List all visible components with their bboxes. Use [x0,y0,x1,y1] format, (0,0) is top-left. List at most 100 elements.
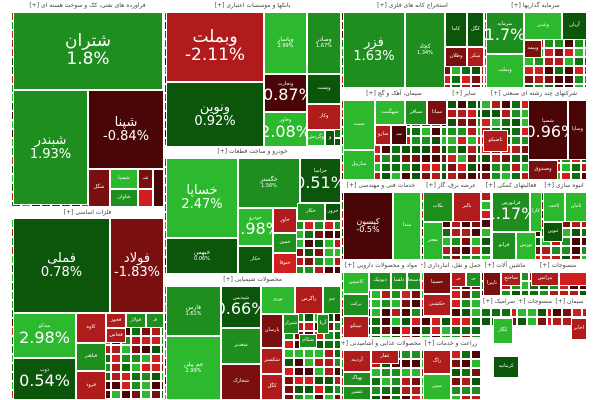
stock-tile[interactable]: نوری [261,286,295,314]
stock-tile-minor[interactable] [381,377,391,386]
stock-tile[interactable]: خزور [325,203,341,221]
stock-tile[interactable]: وغدیر [524,12,562,40]
stock-tile-minor[interactable] [561,172,571,180]
stock-tile-minor[interactable] [447,145,457,154]
stock-tile-minor[interactable] [527,308,537,317]
stock-tile-minor[interactable] [574,66,584,75]
stock-tile-minor[interactable] [451,66,461,75]
stock-tile-minor[interactable] [564,39,574,48]
stock-tile-minor[interactable] [471,308,481,317]
stock-tile-minor[interactable] [334,322,341,331]
stock-tile[interactable]: وبیمه [524,40,542,58]
stock-tile-minor[interactable] [471,75,481,84]
stock-tile-minor[interactable] [304,248,314,257]
stock-tile[interactable]: تاصیکو [483,130,508,152]
stock-tile-minor[interactable] [411,377,421,386]
stock-tile-minor[interactable] [304,313,314,322]
stock-tile-minor[interactable] [314,367,324,376]
stock-tile[interactable]: بکاب [423,192,453,222]
stock-tile-minor[interactable] [304,230,314,239]
stock-tile-minor[interactable] [481,219,491,228]
stock-tile-minor[interactable] [371,290,381,299]
stock-tile-minor[interactable] [391,377,401,386]
stock-tile-minor[interactable] [564,84,574,88]
stock-tile-minor[interactable] [401,377,411,386]
stock-tile-minor[interactable] [314,349,324,358]
stock-tile[interactable]: بفجر [423,222,443,260]
stock-tile[interactable]: فخوز [106,313,126,328]
stock-tile-minor[interactable] [324,376,334,385]
stock-tile-minor[interactable] [401,299,411,308]
stock-tile[interactable]: شسپا [110,169,138,189]
stock-tile[interactable]: شتران 1.8% [13,12,163,90]
stock-tile-minor[interactable] [371,317,381,326]
stock-tile-minor[interactable] [554,75,564,84]
stock-tile-minor[interactable] [411,326,421,335]
stock-tile-minor[interactable] [304,221,314,230]
stock-tile-minor[interactable] [579,290,587,296]
stock-tile-minor[interactable] [471,377,481,386]
stock-tile-minor[interactable] [401,395,411,400]
stock-tile[interactable]: وصندوق [528,160,558,180]
sector-header-expand[interactable]: فلزات اساسی [+] [11,207,164,218]
stock-tile-minor[interactable] [441,163,447,172]
stock-tile-minor[interactable] [457,127,467,136]
stock-tile[interactable]: سیاتا [427,100,447,125]
stock-tile-minor[interactable] [574,39,584,48]
stock-tile[interactable]: دسبحا [407,272,421,290]
stock-tile[interactable]: خکاز [297,203,325,221]
stock-tile[interactable]: فزر 1.63% [343,12,405,88]
sector-header-expand[interactable]: سیمان [+] [552,296,587,307]
stock-tile-minor[interactable] [471,395,481,400]
stock-tile[interactable]: جم [323,286,341,314]
stock-tile-minor[interactable] [441,154,447,163]
sector-header-expand[interactable]: سایر [+] [447,88,481,99]
stock-tile[interactable]: وکار [307,104,341,130]
stock-tile-minor[interactable] [517,308,527,317]
stock-tile-minor[interactable] [111,354,121,363]
stock-tile-minor[interactable] [451,246,461,255]
stock-tile-minor[interactable] [521,281,529,290]
stock-tile-minor[interactable] [431,154,441,163]
stock-tile-minor[interactable] [467,145,477,154]
stock-tile-minor[interactable] [471,326,481,335]
stock-tile-minor[interactable] [304,257,314,266]
stock-tile[interactable]: خودرو1.98% [238,208,273,246]
stock-tile-minor[interactable] [501,163,511,172]
stock-tile-minor[interactable] [501,154,511,163]
stock-tile-minor[interactable] [584,75,587,84]
stock-tile[interactable]: وطلان [445,47,467,67]
stock-tile-minor[interactable] [481,192,491,201]
stock-tile-minor[interactable] [304,358,314,367]
stock-tile-minor[interactable] [491,172,501,180]
stock-tile-minor[interactable] [161,381,164,390]
stock-tile-minor[interactable] [581,172,587,180]
stock-tile-minor[interactable] [161,363,164,372]
stock-tile[interactable]: حسینا [423,272,451,294]
stock-tile-minor[interactable] [471,290,481,299]
stock-tile-minor[interactable] [481,246,491,255]
stock-tile-minor[interactable] [467,109,477,118]
stock-tile-minor[interactable] [401,172,411,180]
sector-header-expand[interactable]: محصولات غذایی و آشامیدنی [+] [341,338,421,349]
stock-tile[interactable]: شکستر [261,348,283,374]
stock-tile-minor[interactable] [411,317,421,326]
stock-tile-minor[interactable] [381,386,391,395]
stock-tile-minor[interactable] [411,359,421,368]
stock-tile-minor[interactable] [411,299,421,308]
stock-tile-minor[interactable] [304,376,314,385]
stock-tile-minor[interactable] [111,390,121,399]
stock-tile[interactable]: بالبر [453,192,481,222]
stock-tile-minor[interactable] [564,75,574,84]
stock-tile-minor[interactable] [381,317,391,326]
stock-tile-minor[interactable] [421,163,431,172]
stock-tile-minor[interactable] [371,377,381,386]
stock-tile-minor[interactable] [467,100,477,109]
stock-tile-minor[interactable] [581,237,587,246]
stock-tile-minor[interactable] [461,326,471,335]
stock-tile-minor[interactable] [141,372,151,381]
stock-tile-minor[interactable] [391,163,401,172]
stock-tile-minor[interactable] [441,145,447,154]
stock-tile-minor[interactable] [471,359,481,368]
stock-tile-minor[interactable] [471,228,481,237]
